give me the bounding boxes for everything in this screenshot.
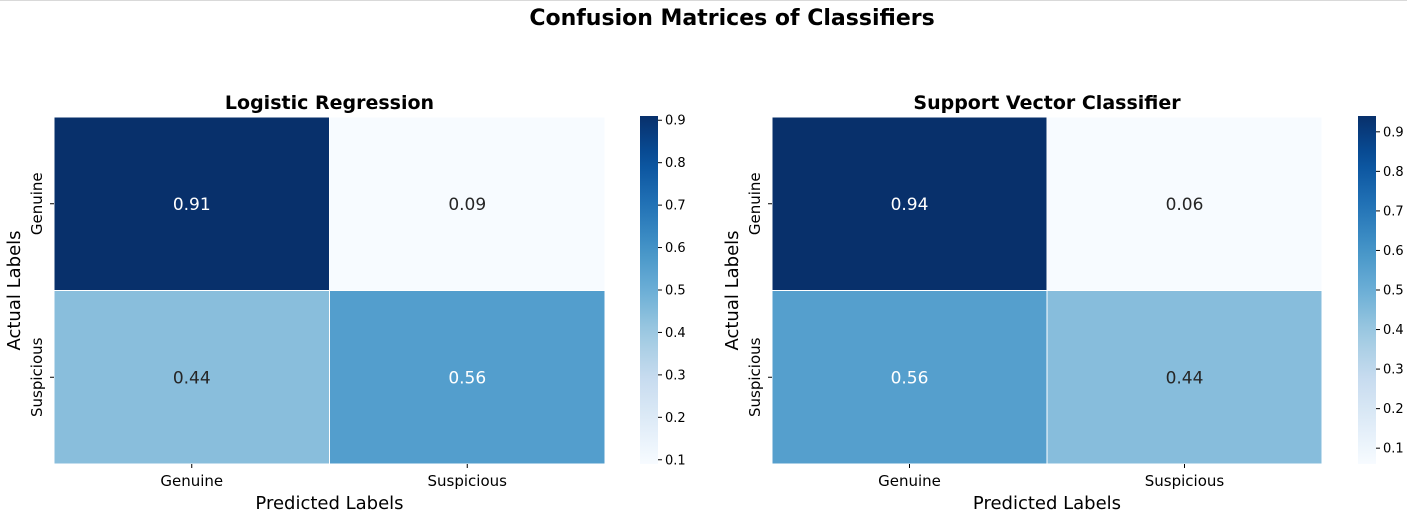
x-tick-label: Suspicious [428,472,508,490]
heatmap-cell [771,116,1048,291]
y-axis-label: Actual Labels [4,230,25,350]
cell-value-label: 0.56 [448,368,486,388]
colorbar-tick-label: 0.9 [1383,125,1404,140]
x-tick-label: Genuine [160,472,223,490]
top-border [0,0,1407,1]
colorbar-tick-label: 0.1 [1383,442,1404,457]
cell-value-label: 0.44 [173,368,211,388]
subplot-title: Logistic Regression [225,92,434,114]
colorbar-tick-label: 0.6 [665,241,686,256]
colorbar-tick-label: 0.5 [1383,284,1404,299]
heatmap-cell [329,116,606,291]
heatmap-cell [53,116,330,291]
y-tick-label: Genuine [746,172,764,235]
colorbar-tick-label: 0.9 [665,114,686,129]
x-tick-label: Genuine [878,472,941,490]
heatmap-cell [771,290,1048,465]
colorbar-tick-label: 0.2 [1383,402,1404,417]
subplot-title: Support Vector Classifier [913,92,1181,114]
colorbar-tick-label: 0.4 [1383,323,1404,338]
colorbar-tick-label: 0.3 [1383,363,1404,378]
colorbar [640,116,658,464]
colorbar-tick-label: 0.5 [665,284,686,299]
heatmap-cell [329,290,606,465]
colorbar-tick-label: 0.2 [665,411,686,426]
figure-title: Confusion Matrices of Classifiers [529,6,934,31]
y-tick-label: Genuine [28,172,46,235]
cell-value-label: 0.44 [1166,368,1204,388]
cell-value-label: 0.94 [891,195,929,215]
cell-value-label: 0.56 [891,368,929,388]
cell-value-label: 0.06 [1166,195,1204,215]
colorbar-tick-label: 0.1 [665,453,686,468]
x-axis-label: Predicted Labels [255,493,403,514]
x-tick-label: Suspicious [1145,472,1225,490]
colorbar-tick-label: 0.6 [1383,244,1404,259]
cell-value-label: 0.91 [173,195,211,215]
colorbar-tick-label: 0.3 [665,368,686,383]
colorbar [1358,116,1376,464]
colorbar-tick-label: 0.4 [665,326,686,341]
y-tick-label: Suspicious [746,337,764,417]
colorbar-tick-label: 0.8 [665,156,686,171]
heatmap-cell [1046,290,1323,465]
x-axis-label: Predicted Labels [973,493,1121,514]
colorbar-tick-label: 0.8 [1383,165,1404,180]
cell-value-label: 0.09 [448,195,486,215]
y-tick-label: Suspicious [28,337,46,417]
heatmap-cell [1046,116,1323,291]
y-axis-label: Actual Labels [722,230,743,350]
colorbar-tick-label: 0.7 [665,199,686,214]
colorbar-tick-label: 0.7 [1383,204,1404,219]
